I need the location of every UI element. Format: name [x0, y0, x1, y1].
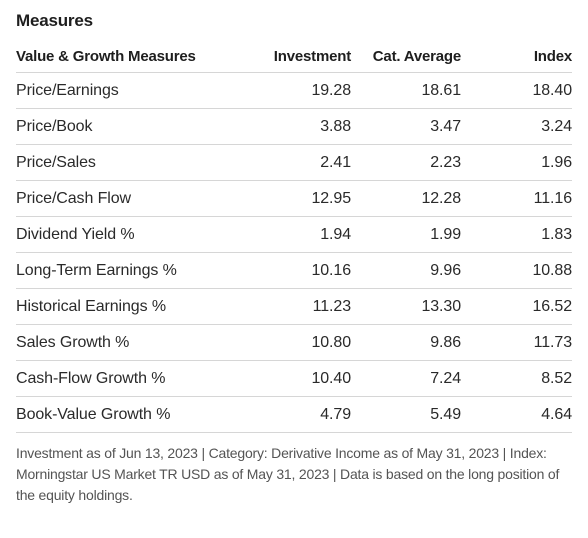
table-header-row: Value & Growth Measures Investment Cat. …	[16, 42, 572, 73]
table-row: Price/Sales 2.41 2.23 1.96	[16, 144, 572, 181]
index-value: 4.64	[461, 396, 572, 433]
table-row: Historical Earnings % 11.23 13.30 16.52	[16, 288, 572, 325]
category-average-value: 9.96	[351, 252, 461, 289]
measures-panel: Measures Value & Growth Measures Investm…	[16, 11, 572, 503]
measure-label: Price/Sales	[16, 144, 236, 181]
investment-value: 10.40	[236, 360, 351, 397]
index-value: 18.40	[461, 72, 572, 109]
column-header-measure: Value & Growth Measures	[16, 42, 236, 73]
index-value: 11.73	[461, 324, 572, 361]
investment-value: 19.28	[236, 72, 351, 109]
category-average-value: 12.28	[351, 180, 461, 217]
category-average-value: 9.86	[351, 324, 461, 361]
investment-value: 4.79	[236, 396, 351, 433]
measure-label: Historical Earnings %	[16, 288, 236, 325]
table-row: Sales Growth % 10.80 9.86 11.73	[16, 324, 572, 361]
measure-label: Sales Growth %	[16, 324, 236, 361]
category-average-value: 5.49	[351, 396, 461, 433]
investment-value: 11.23	[236, 288, 351, 325]
measure-label: Long-Term Earnings %	[16, 252, 236, 289]
measure-label: Price/Book	[16, 108, 236, 145]
category-average-value: 1.99	[351, 216, 461, 253]
column-header-investment: Investment	[236, 42, 351, 73]
investment-value: 12.95	[236, 180, 351, 217]
category-average-value: 7.24	[351, 360, 461, 397]
category-average-value: 3.47	[351, 108, 461, 145]
table-row: Cash-Flow Growth % 10.40 7.24 8.52	[16, 360, 572, 397]
index-value: 16.52	[461, 288, 572, 325]
category-average-value: 13.30	[351, 288, 461, 325]
measure-label: Cash-Flow Growth %	[16, 360, 236, 397]
index-value: 3.24	[461, 108, 572, 145]
measure-label: Price/Earnings	[16, 72, 236, 109]
index-value: 11.16	[461, 180, 572, 217]
category-average-value: 2.23	[351, 144, 461, 181]
table-row: Dividend Yield % 1.94 1.99 1.83	[16, 216, 572, 253]
measures-table: Value & Growth Measures Investment Cat. …	[16, 42, 572, 433]
index-value: 8.52	[461, 360, 572, 397]
investment-value: 10.80	[236, 324, 351, 361]
table-row: Long-Term Earnings % 10.16 9.96 10.88	[16, 252, 572, 289]
measure-label: Book-Value Growth %	[16, 396, 236, 433]
table-row: Price/Cash Flow 12.95 12.28 11.16	[16, 180, 572, 217]
section-title: Measures	[16, 11, 93, 30]
index-value: 1.83	[461, 216, 572, 253]
footnote: Investment as of Jun 13, 2023 | Category…	[16, 445, 560, 503]
table-row: Price/Earnings 19.28 18.61 18.40	[16, 72, 572, 109]
column-header-category-average: Cat. Average	[351, 42, 461, 73]
table-row: Book-Value Growth % 4.79 5.49 4.64	[16, 396, 572, 433]
investment-value: 1.94	[236, 216, 351, 253]
index-value: 1.96	[461, 144, 572, 181]
category-average-value: 18.61	[351, 72, 461, 109]
investment-value: 10.16	[236, 252, 351, 289]
column-header-index: Index	[461, 42, 572, 73]
investment-value: 3.88	[236, 108, 351, 145]
measure-label: Dividend Yield %	[16, 216, 236, 253]
index-value: 10.88	[461, 252, 572, 289]
measure-label: Price/Cash Flow	[16, 180, 236, 217]
investment-value: 2.41	[236, 144, 351, 181]
table-row: Price/Book 3.88 3.47 3.24	[16, 108, 572, 145]
